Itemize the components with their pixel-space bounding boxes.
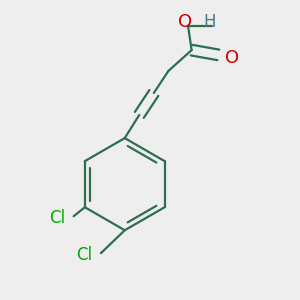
Text: O: O (225, 50, 239, 68)
Text: O: O (178, 13, 192, 31)
Text: H: H (203, 13, 216, 31)
Text: Cl: Cl (49, 209, 65, 227)
Text: Cl: Cl (76, 246, 93, 264)
